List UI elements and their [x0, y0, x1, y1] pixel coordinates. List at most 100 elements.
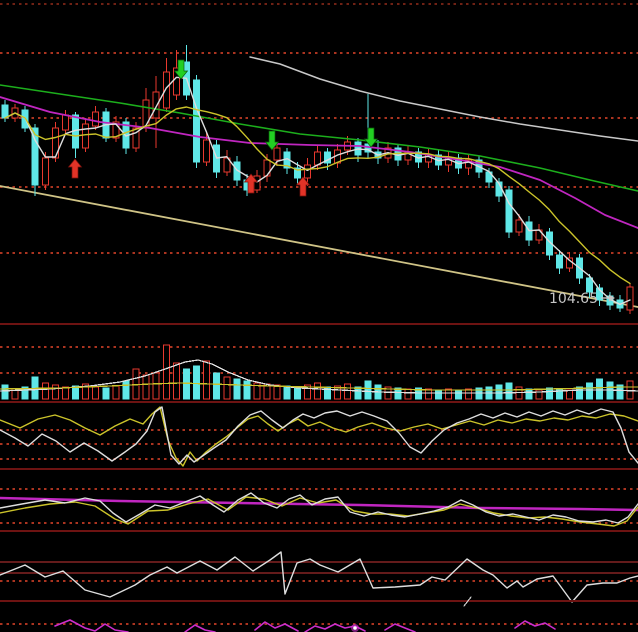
- volume-bar: [112, 385, 120, 400]
- volume-bar: [364, 380, 372, 400]
- oscillator-2-content: [0, 492, 638, 527]
- volume-bar: [283, 385, 291, 400]
- squiggle-line: [384, 623, 416, 632]
- candle-body: [223, 157, 231, 173]
- volume-bar: [182, 368, 190, 400]
- volume-bar: [122, 380, 130, 400]
- buy-arrow-icon: [67, 158, 83, 179]
- squiggle-line: [514, 620, 556, 630]
- volume-bar: [233, 378, 241, 400]
- volume-panel-grid: [0, 346, 638, 374]
- squiggle-line: [184, 624, 216, 632]
- candle-body: [82, 123, 90, 149]
- volume-bar: [253, 382, 261, 400]
- volume-bar: [223, 376, 231, 400]
- candle-body: [31, 127, 39, 186]
- volume-bar: [51, 384, 59, 400]
- candle-body: [142, 99, 150, 129]
- candle-body: [505, 189, 513, 233]
- price-annotation: 104.65: [549, 291, 598, 307]
- volume-bar: [394, 387, 402, 400]
- candle-body: [132, 127, 140, 149]
- signal-arrows: [67, 59, 379, 197]
- candle-body: [293, 167, 301, 179]
- volume-bar: [142, 374, 150, 400]
- oscillator-3-grid: [0, 561, 638, 582]
- oscillator-4-partial-content: [54, 619, 556, 632]
- price-label-arrow: [601, 294, 615, 302]
- oscillator-3-content: [0, 551, 638, 603]
- volume-bar: [243, 380, 251, 400]
- candle-body: [152, 91, 160, 119]
- volume-panel-content: [0, 344, 638, 400]
- volume-ma-white: [0, 359, 638, 394]
- candle-body: [112, 121, 120, 139]
- volume-bar: [273, 384, 281, 400]
- volume-bar: [465, 388, 473, 400]
- candle-body: [273, 147, 281, 161]
- trendline: [0, 185, 638, 308]
- glow-dot: [353, 626, 357, 630]
- volume-ma-yellow: [0, 382, 638, 391]
- volume-bar: [41, 382, 49, 400]
- volume-bar: [213, 372, 221, 400]
- volume-bar: [535, 389, 543, 400]
- price-arrow-head: [609, 294, 615, 302]
- volume-bar: [384, 386, 392, 400]
- volume-bar: [102, 387, 110, 400]
- buy-arrow-icon: [295, 176, 311, 197]
- volume-bar: [455, 389, 463, 400]
- candle-body: [1, 104, 9, 119]
- ma-line-yellow: [4, 106, 631, 285]
- candle-body: [193, 79, 201, 163]
- candle-body: [303, 164, 311, 179]
- volume-bar: [495, 384, 503, 400]
- volume-bar: [72, 385, 80, 400]
- oscillator-2-line-ma_white: [0, 492, 638, 524]
- volume-bar: [193, 365, 201, 400]
- volume-bar: [565, 389, 573, 400]
- candle-body: [324, 151, 332, 164]
- oscillator-1-grid: [0, 429, 638, 460]
- volume-bar: [344, 383, 352, 400]
- candle-body: [41, 157, 49, 186]
- candle-body: [515, 219, 523, 233]
- candle-body: [626, 286, 634, 311]
- volume-bar: [616, 384, 624, 400]
- candle-body: [586, 277, 594, 293]
- ma-line-green: [0, 84, 638, 192]
- volume-bar: [152, 372, 160, 400]
- sell-arrow-icon: [363, 127, 379, 148]
- volume-bar: [1, 384, 9, 400]
- candle-body: [555, 254, 563, 269]
- volume-bar: [596, 378, 604, 400]
- volume-bar: [92, 386, 100, 400]
- volume-bar: [334, 385, 342, 400]
- ma-line-white-long: [249, 56, 638, 142]
- volume-bar: [172, 362, 180, 400]
- price-panel-grid: [0, 3, 638, 254]
- oscillator-3-line-ma_white: [0, 551, 638, 603]
- volume-bar: [354, 386, 362, 400]
- oscillator-2-grid: [0, 488, 638, 524]
- sell-arrow-icon: [264, 130, 280, 151]
- candle-body: [253, 175, 261, 191]
- panel-borders: [0, 323, 638, 607]
- volume-bar: [586, 382, 594, 400]
- volume-bar: [434, 389, 442, 400]
- volume-bar: [576, 386, 584, 400]
- candle-body: [203, 139, 211, 163]
- volume-bar: [162, 344, 170, 400]
- oscillator-1-line-ma_yellow: [0, 406, 638, 467]
- volume-bar: [525, 388, 533, 400]
- price-label: 104.65: [549, 291, 598, 307]
- candle-body: [92, 111, 100, 127]
- squiggle-line: [54, 619, 129, 632]
- squiggle-line: [254, 621, 299, 632]
- volume-bar: [61, 386, 69, 400]
- volume-bar: [203, 360, 211, 400]
- tick-mark: [463, 596, 472, 607]
- volume-bar: [303, 384, 311, 400]
